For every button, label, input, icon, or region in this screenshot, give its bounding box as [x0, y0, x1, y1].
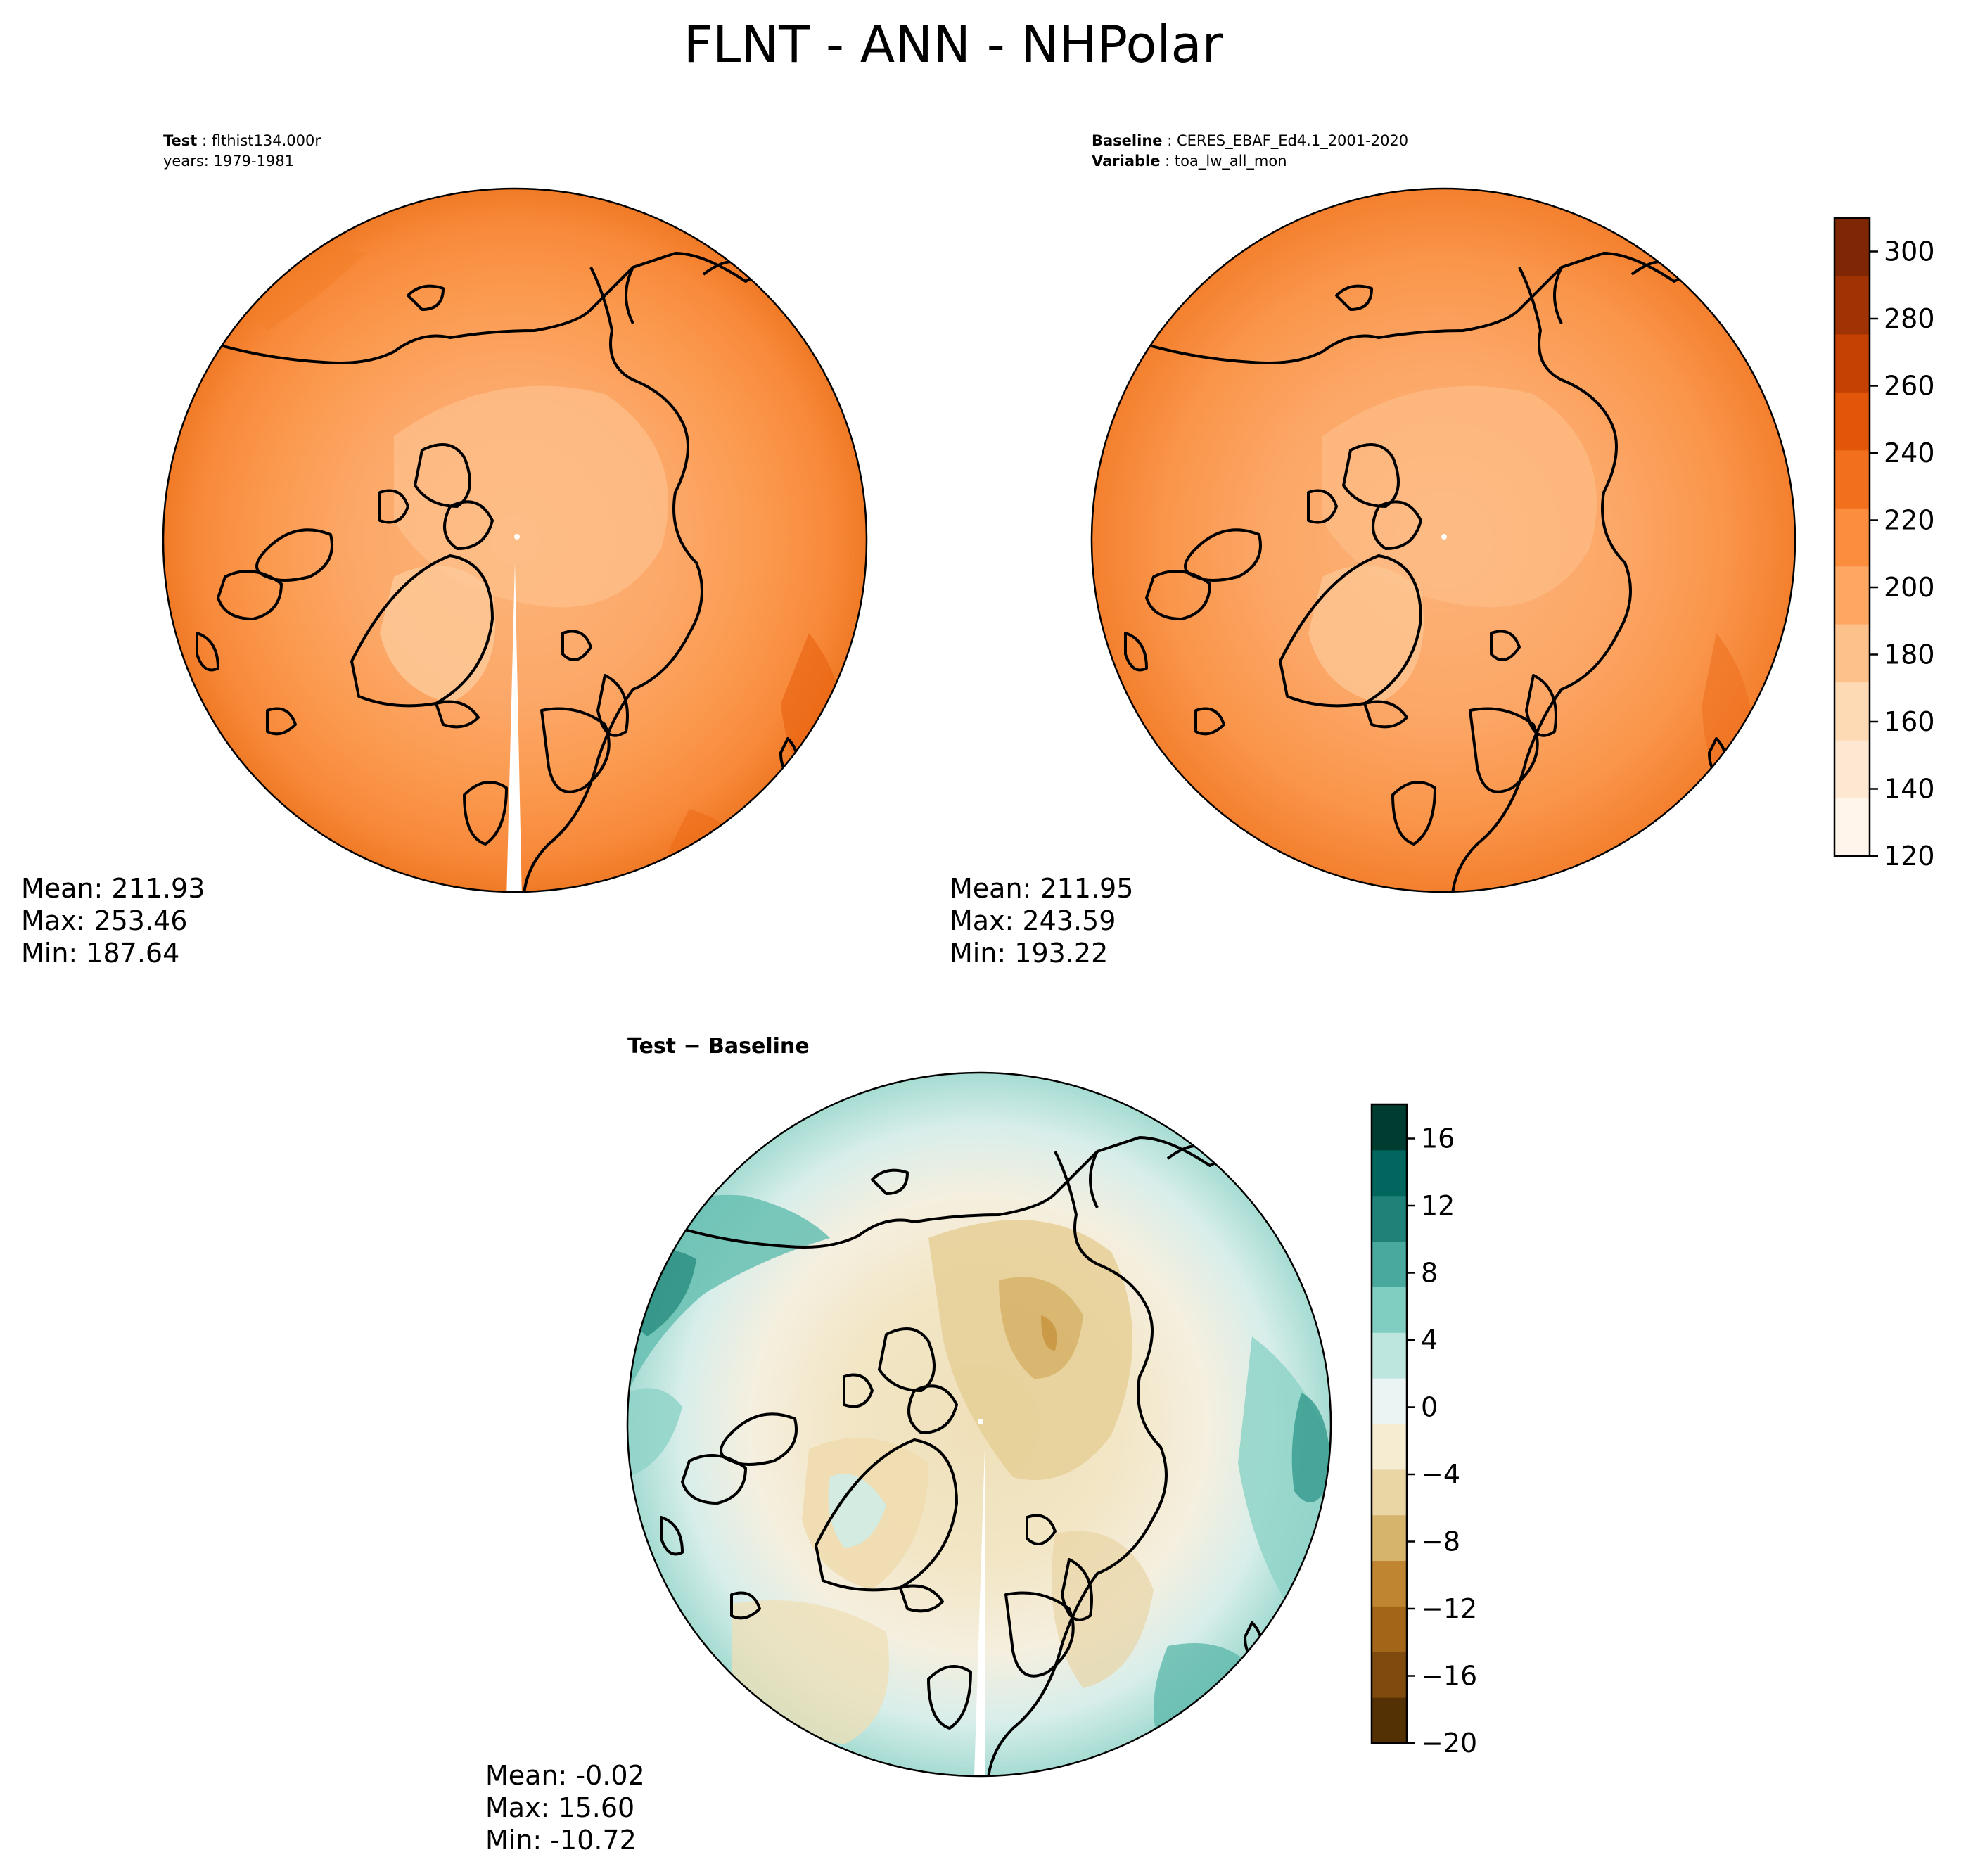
test-label-value: flthist134.000r: [212, 132, 321, 149]
main-colorbar-tick-label: 300: [1884, 236, 1935, 267]
main-colorbar-tick-label: 220: [1884, 505, 1935, 536]
diff-max: Max: 15.60: [485, 1792, 634, 1823]
baseline-label-sep: :: [1163, 132, 1177, 149]
diff-colorbar-tick-label: 16: [1421, 1123, 1455, 1154]
diff-colorbar-segment: [1372, 1195, 1407, 1242]
baseline-label-value: CERES_EBAF_Ed4.1_2001-2020: [1177, 132, 1408, 150]
test-map-border: [162, 187, 868, 893]
main-colorbar-tick-label: 140: [1884, 774, 1935, 805]
diff-colorbar-tick-label: 4: [1421, 1325, 1438, 1355]
baseline-max: Max: 243.59: [950, 905, 1116, 936]
main-colorbar-segment: [1834, 798, 1870, 857]
main-colorbar-tick-label: 160: [1884, 706, 1935, 737]
diff-mean: Mean: -0.02: [485, 1760, 645, 1791]
test-label: Test : flthist134.000r: [163, 132, 321, 149]
main-colorbar-tick-label: 260: [1884, 371, 1935, 402]
diff-colorbar-segment: [1372, 1332, 1407, 1379]
baseline-var-value: toa_lw_all_mon: [1175, 153, 1287, 170]
diff-colorbar-segment: [1372, 1287, 1407, 1333]
baseline-mean: Mean: 211.95: [950, 873, 1133, 904]
main-colorbar-tick-label: 280: [1884, 303, 1935, 334]
main-colorbar-tick-label: 240: [1884, 438, 1935, 468]
main-colorbar-tick-label: 120: [1884, 841, 1935, 872]
test-panel: Test : flthist134.000r years: 1979-1981: [21, 132, 868, 969]
diff-colorbar: −20 −16 −12 −8 −4 0 4 8 12 16: [1370, 1103, 1477, 1759]
baseline-map-border: [1090, 187, 1796, 893]
diff-colorbar-tick-label: −4: [1421, 1459, 1460, 1490]
diff-min: Min: -10.72: [485, 1825, 637, 1856]
main-colorbar-segment: [1834, 566, 1870, 625]
main-colorbar-segment: [1834, 449, 1870, 509]
baseline-map: [1092, 189, 1795, 892]
diff-colorbar-tick-label: 8: [1421, 1258, 1438, 1289]
main-colorbar-segment: [1834, 624, 1870, 683]
test-min: Min: 187.64: [21, 938, 179, 969]
diff-colorbar-segment: [1372, 1378, 1407, 1424]
main-colorbar-segment: [1834, 682, 1870, 741]
diff-colorbar-segment: [1372, 1606, 1407, 1652]
diff-colorbar-tick-label: −12: [1421, 1593, 1477, 1624]
diff-map-border: [626, 1071, 1332, 1778]
diff-colorbar-tick-label: 0: [1421, 1392, 1438, 1423]
diff-colorbar-tick-label: −20: [1421, 1728, 1477, 1759]
diff-colorbar-segment: [1372, 1104, 1407, 1151]
main-colorbar-segment: [1834, 276, 1870, 335]
diff-colorbar-tick-label: −8: [1421, 1526, 1460, 1557]
diff-colorbar-segment: [1372, 1514, 1407, 1562]
diff-colorbar-segment: [1372, 1469, 1407, 1516]
baseline-coastlines: [1124, 252, 1728, 892]
test-mean: Mean: 211.93: [21, 873, 205, 904]
diff-colorbar-frame: [1370, 1103, 1408, 1744]
main-colorbar-tick-label: 200: [1884, 572, 1935, 603]
main-colorbar-frame: [1833, 217, 1871, 857]
diff-title: Test − Baseline: [627, 1034, 810, 1059]
diff-colorbar-segment: [1372, 1424, 1407, 1470]
main-colorbar-segment: [1834, 333, 1870, 393]
main-colorbar-segment: [1834, 508, 1870, 567]
baseline-min: Min: 193.22: [950, 938, 1108, 969]
main-colorbar: 120 140 160 180 200 220 240 260 280 300: [1833, 217, 1935, 872]
test-years: years: 1979-1981: [163, 153, 294, 170]
main-colorbar-tick-label: 180: [1884, 639, 1935, 670]
baseline-panel: Baseline : CERES_EBAF_Ed4.1_2001-2020 Va…: [950, 132, 1796, 969]
diff-colorbar-segment: [1372, 1241, 1407, 1287]
diff-panel: Test − Baseline: [485, 1034, 1332, 1856]
diff-coastlines: [660, 1136, 1263, 1776]
diff-map: [627, 1073, 1331, 1776]
test-map: [163, 189, 867, 892]
test-max: Max: 253.46: [21, 905, 187, 936]
figure-title: FLNT - ANN - NHPolar: [684, 15, 1223, 74]
diff-colorbar-segment: [1372, 1697, 1407, 1744]
main-colorbar-segment: [1834, 392, 1870, 451]
baseline-label: Baseline : CERES_EBAF_Ed4.1_2001-2020: [1092, 132, 1408, 150]
diff-colorbar-segment: [1372, 1652, 1407, 1698]
baseline-var-sep: :: [1160, 153, 1174, 170]
diff-colorbar-segment: [1372, 1560, 1407, 1607]
main-colorbar-segment: [1834, 218, 1870, 276]
diff-colorbar-tick-label: 12: [1421, 1190, 1455, 1221]
baseline-label-key: Baseline: [1092, 132, 1163, 149]
main-colorbar-segment: [1834, 740, 1870, 799]
diff-colorbar-tick-label: −16: [1421, 1661, 1477, 1692]
diff-colorbar-segment: [1372, 1149, 1407, 1197]
test-coastlines: [196, 252, 799, 892]
baseline-variable: Variable : toa_lw_all_mon: [1092, 153, 1287, 170]
baseline-var-key: Variable: [1092, 153, 1160, 170]
test-label-sep: :: [197, 132, 211, 149]
test-label-key: Test: [163, 132, 197, 149]
